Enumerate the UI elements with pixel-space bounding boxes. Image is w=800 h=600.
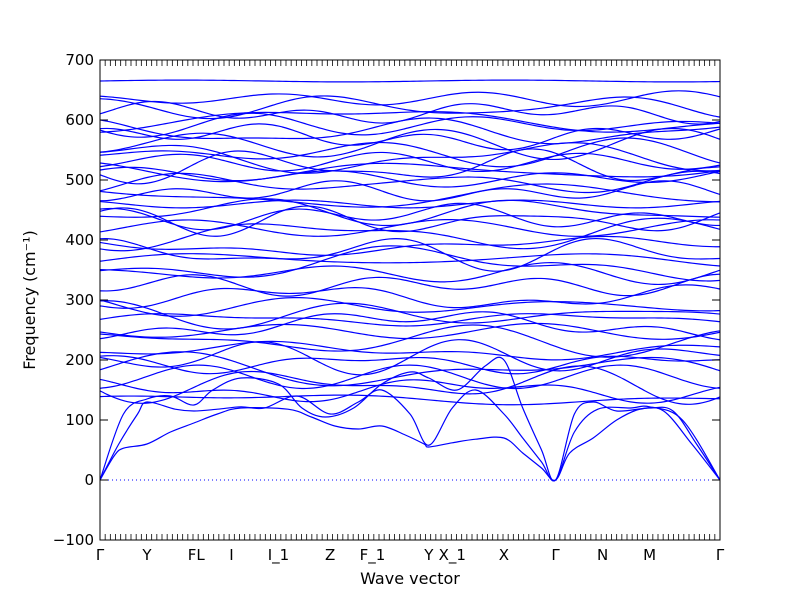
y-tick-label: 600 <box>65 111 94 129</box>
optical-branch-3 <box>100 364 720 390</box>
optical-branch-24 <box>100 202 720 231</box>
optical-branch-2 <box>100 365 720 405</box>
optical-branch-11 <box>100 313 720 327</box>
x-tick-label: I_1 <box>268 546 289 565</box>
optical-branch-35 <box>100 137 720 168</box>
optical-branch-43 <box>100 90 720 108</box>
optical-branch-39 <box>100 112 720 138</box>
y-tick-label: −100 <box>53 531 94 549</box>
optical-branch-15 <box>100 273 720 297</box>
optical-branch-37 <box>100 123 720 151</box>
optical-branch-42 <box>100 95 720 120</box>
optical-branch-26 <box>100 199 720 209</box>
optical-branch-36 <box>100 127 720 161</box>
optical-branch-20 <box>100 235 720 256</box>
optical-branch-12 <box>100 300 720 330</box>
x-tick-label: X <box>499 546 509 564</box>
y-tick-label: 100 <box>65 411 94 429</box>
optical-branch-10 <box>100 311 720 341</box>
y-tick-label: 700 <box>65 51 94 69</box>
optical-branch-17 <box>100 245 720 282</box>
y-axis-label: Frequency (cm⁻¹) <box>20 230 39 369</box>
optical-branch-7 <box>100 340 720 361</box>
optical-branch-1 <box>100 378 720 404</box>
x-axis: Γ Y FL I I_1 Z F_1 Y X_1 X Γ N M Γ <box>96 60 725 565</box>
x-tick-label: X_1 <box>439 546 466 565</box>
x-tick-label: Z <box>325 546 335 564</box>
acoustic-branch-2 <box>100 356 720 482</box>
y-tick-label: 500 <box>65 171 94 189</box>
x-tick-label: Y <box>141 546 152 564</box>
optical-branch-32 <box>100 148 720 185</box>
optical-branch-25 <box>100 198 720 227</box>
y-tick-label: 400 <box>65 231 94 249</box>
optical-branch-34 <box>100 142 720 174</box>
optical-branch-0 <box>100 394 720 406</box>
y-axis: −100 0 100 200 300 400 500 600 700 <box>53 51 720 549</box>
y-tick-label: 0 <box>84 471 94 489</box>
optical-branch-38 <box>100 117 720 145</box>
x-tick-label: M <box>643 546 656 564</box>
y-tick-label: 200 <box>65 351 94 369</box>
optical-branch-18 <box>100 253 720 267</box>
optical-branch-41 <box>100 100 720 125</box>
x-tick-label: FL <box>188 546 206 564</box>
optical-branch-14 <box>100 284 720 309</box>
optical-branch-28 <box>100 180 720 202</box>
x-tick-label: I <box>229 546 233 564</box>
optical-branch-31 <box>100 162 720 183</box>
optical-branch-16 <box>100 262 720 286</box>
optical-branch-13 <box>100 297 720 317</box>
optical-branch-19 <box>100 237 720 272</box>
optical-branch-29 <box>100 170 720 194</box>
optical-branch-8 <box>100 324 720 358</box>
optical-branch-4 <box>100 351 720 387</box>
optical-branch-9 <box>100 322 720 340</box>
x-tick-label: F_1 <box>360 546 386 565</box>
x-tick-label: N <box>597 546 608 564</box>
x-tick-label: Γ <box>716 546 725 564</box>
x-axis-label: Wave vector <box>360 569 460 588</box>
optical-branch-23 <box>100 205 720 237</box>
optical-branch-40 <box>100 111 720 133</box>
optical-branch-33 <box>100 151 720 173</box>
x-tick-label: Y <box>423 546 434 564</box>
x-tick-label: Γ <box>96 546 105 564</box>
acoustic-branch-1 <box>100 389 720 482</box>
acoustic-branch-0 <box>100 406 720 481</box>
optical-branch-44 <box>100 79 720 83</box>
x-tick-label: Γ <box>551 546 560 564</box>
optical-branch-30 <box>100 166 720 188</box>
phonon-branches <box>100 79 720 482</box>
y-tick-label: 300 <box>65 291 94 309</box>
